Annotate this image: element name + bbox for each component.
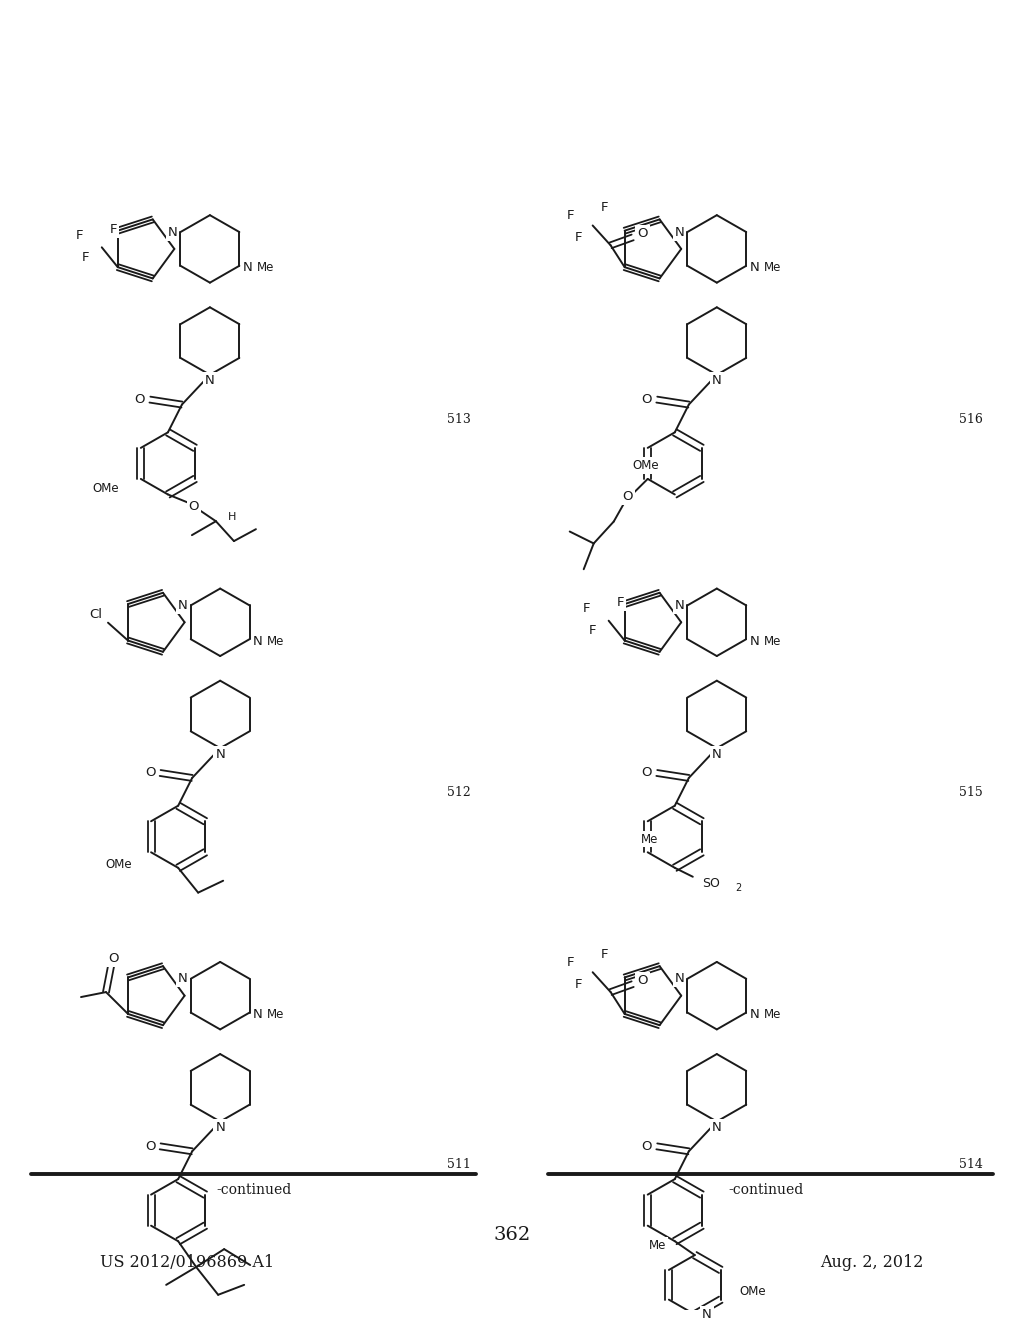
Text: N: N	[712, 1121, 722, 1134]
Text: N: N	[215, 1121, 225, 1134]
Text: 515: 515	[959, 785, 983, 799]
Text: OMe: OMe	[739, 1286, 766, 1298]
Text: F: F	[567, 209, 574, 222]
Text: O: O	[108, 952, 118, 965]
Text: O: O	[642, 393, 652, 407]
Text: F: F	[574, 978, 583, 990]
Text: O: O	[145, 1140, 156, 1152]
Text: N: N	[675, 226, 684, 239]
Text: F: F	[589, 624, 596, 638]
Text: N: N	[712, 375, 722, 387]
Text: O: O	[637, 974, 648, 986]
Text: Me: Me	[764, 635, 781, 648]
Text: 2: 2	[735, 883, 741, 892]
Text: F: F	[82, 251, 89, 264]
Text: N: N	[712, 747, 722, 760]
Text: N: N	[750, 1008, 759, 1022]
Text: N: N	[750, 635, 759, 648]
Text: OMe: OMe	[633, 459, 659, 473]
Text: F: F	[574, 231, 583, 244]
Text: 512: 512	[447, 785, 471, 799]
Text: F: F	[601, 201, 608, 214]
Text: F: F	[583, 602, 591, 615]
Text: -continued: -continued	[216, 1183, 292, 1196]
Text: Me: Me	[641, 833, 658, 846]
Text: N: N	[178, 973, 187, 985]
Text: Me: Me	[764, 261, 781, 275]
Text: N: N	[701, 1308, 712, 1320]
Text: N: N	[253, 1008, 262, 1022]
Text: SO: SO	[701, 878, 720, 890]
Text: F: F	[76, 228, 84, 242]
Text: US 2012/0196869 A1: US 2012/0196869 A1	[100, 1254, 274, 1271]
Text: 513: 513	[447, 413, 471, 425]
Text: Aug. 2, 2012: Aug. 2, 2012	[820, 1254, 924, 1271]
Text: O: O	[642, 1140, 652, 1152]
Text: N: N	[750, 261, 759, 275]
Text: O: O	[188, 500, 200, 513]
Text: Me: Me	[267, 635, 285, 648]
Text: Me: Me	[257, 261, 274, 275]
Text: H: H	[227, 512, 237, 523]
Text: N: N	[178, 599, 187, 612]
Text: N: N	[675, 973, 684, 985]
Text: O: O	[637, 227, 648, 240]
Text: OMe: OMe	[92, 482, 119, 495]
Text: F: F	[601, 948, 608, 961]
Text: N: N	[253, 635, 262, 648]
Text: N: N	[675, 599, 684, 612]
Text: F: F	[616, 597, 625, 610]
Text: N: N	[215, 747, 225, 760]
Text: 516: 516	[959, 413, 983, 425]
Text: 511: 511	[447, 1158, 471, 1171]
Text: 362: 362	[494, 1226, 530, 1245]
Text: 514: 514	[959, 1158, 983, 1171]
Text: O: O	[642, 767, 652, 780]
Text: N: N	[168, 226, 177, 239]
Text: Me: Me	[764, 1008, 781, 1022]
Text: N: N	[243, 261, 252, 275]
Text: Me: Me	[267, 1008, 285, 1022]
Text: F: F	[567, 956, 574, 969]
Text: O: O	[135, 393, 145, 407]
Text: -continued: -continued	[728, 1183, 804, 1196]
Text: OMe: OMe	[105, 858, 132, 871]
Text: Cl: Cl	[89, 609, 102, 622]
Text: F: F	[110, 223, 118, 236]
Text: O: O	[623, 490, 633, 503]
Text: O: O	[145, 767, 156, 780]
Text: Me: Me	[649, 1239, 667, 1253]
Text: N: N	[205, 375, 215, 387]
